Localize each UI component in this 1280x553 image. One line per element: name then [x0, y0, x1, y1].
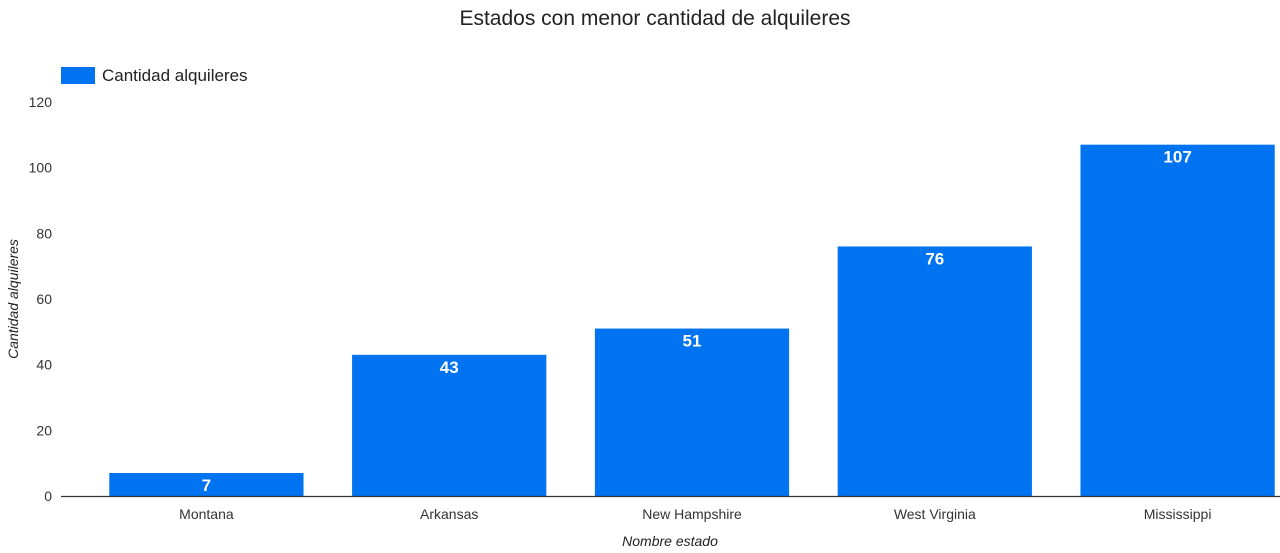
bar [837, 246, 1032, 496]
y-axis-title: Cantidad alquileres [5, 239, 21, 359]
bar [1080, 144, 1275, 496]
y-axis-ticks: 0 20 40 60 80 100 120 [29, 94, 53, 504]
chart-title: Estados con menor cantidad de alquileres [459, 7, 850, 30]
y-tick-label: 120 [29, 94, 53, 110]
x-tick-label: Arkansas [420, 506, 478, 522]
x-tick-label: Mississippi [1144, 506, 1212, 522]
bar-value-label: 51 [683, 332, 702, 351]
bar-value-label: 43 [440, 358, 459, 377]
y-tick-label: 40 [36, 357, 52, 373]
bar-value-label: 76 [925, 249, 944, 268]
y-tick-label: 0 [44, 488, 52, 504]
x-tick-label: New Hampshire [642, 506, 742, 522]
y-tick-label: 80 [36, 225, 52, 241]
y-tick-label: 60 [36, 291, 52, 307]
y-tick-label: 100 [29, 160, 53, 176]
legend-label: Cantidad alquileres [102, 66, 248, 85]
bar-value-label: 7 [202, 476, 211, 495]
legend: Cantidad alquileres [61, 66, 248, 85]
bars: 7 43 51 76 107 [109, 144, 1275, 496]
bar [352, 354, 547, 496]
x-axis-title: Nombre estado [622, 533, 718, 549]
x-tick-label: West Virginia [894, 506, 976, 522]
bar [109, 473, 304, 496]
bar-value-label: 107 [1163, 148, 1191, 167]
legend-swatch [61, 67, 95, 84]
x-tick-label: Montana [179, 506, 234, 522]
bar [594, 328, 790, 496]
y-tick-label: 20 [36, 422, 52, 438]
x-axis-ticks: Montana Arkansas New Hampshire West Virgini… [179, 506, 1211, 522]
